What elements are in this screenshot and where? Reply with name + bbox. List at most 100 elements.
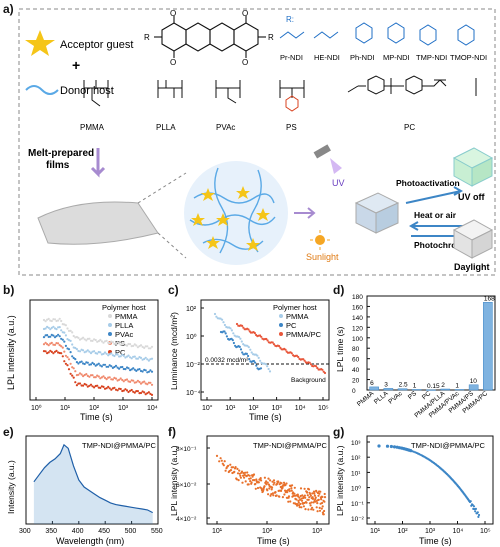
chart-c-point [271,341,274,344]
chart-f-point [219,457,222,460]
chart-d-value-label: 2 [441,382,445,389]
chart-f-point [299,498,302,501]
polymer-plla: PLLA [156,123,176,132]
chart-f-point [259,477,262,480]
chart-b-point [83,338,86,341]
chart-g-ytick-label: 10² [351,455,361,462]
chart-b-point [108,364,111,367]
chart-b-point [113,354,116,358]
chart-b-point [139,382,143,385]
chart-b-point [113,365,116,369]
chart-b-point [132,355,135,358]
chart-b-point [63,360,66,363]
chart-b-point [60,329,63,332]
chart-b-point [88,337,91,340]
chart-c-point [247,354,250,358]
chart-c-point [302,358,305,361]
chart-c-point [268,370,272,373]
chart-d: LPL time (s) 0 20 40 60 80 100 120 140 160 180 6 P… [335,294,496,419]
chart-b-point [83,362,86,366]
chart-f-point [322,513,325,516]
chart-f-point [244,471,247,474]
panel-label-g: g) [333,425,345,439]
chart-c-point [249,348,252,351]
chart-c-point [240,340,243,343]
r-group-he: HE-NDI [314,53,340,62]
chart-f-point [271,492,274,495]
chart-f-point [253,479,256,482]
chart-b-point [52,325,55,328]
chart-b-point [100,365,103,368]
chart-b-point [116,353,119,356]
chart-c-legend-label: PC [286,321,297,330]
chart-f-frame [206,435,330,525]
pr-group-structure [279,31,305,39]
chart-c-xlabel: Time (s) [249,412,282,422]
chart-d-value-label: 3 [384,381,388,388]
chart-f-point [296,493,299,496]
chart-g-xtick-label: 10¹ [370,528,381,535]
chart-f-point [229,463,232,466]
chart-f-ylabel: LPL intensity (a.u.) [169,445,179,516]
chart-b-point [135,381,138,384]
chart-g-point [389,444,393,449]
chart-f-point [244,480,247,483]
chart-f-point [311,496,314,499]
chart-b-point [91,361,94,364]
chart-c-point [247,346,250,349]
chart-b-point [107,365,110,368]
chart-f-point [243,476,246,479]
chart-f-point [305,501,308,504]
chart-b-point [96,374,99,377]
chart-f-xtick-label: 10² [262,528,273,535]
chart-b-point [91,385,94,388]
chart-g-ytick-label: 10⁻¹ [351,501,365,508]
chart-f-point [277,480,280,483]
chart-d-category-label: PLLA [373,390,390,406]
chart-d-category-label: PMMA [356,390,376,408]
melt-prepared-label-1: Melt-prepared [28,148,94,159]
chart-b-point [122,380,125,383]
chart-f-point [314,496,317,499]
chart-b-point [143,346,146,349]
chart-f-point [320,498,323,501]
chart-f-point [303,501,306,505]
chart-c-legend-label: PMMA/PC [286,330,322,339]
chart-f-point [298,506,301,509]
r-group-tmp: TMP-NDI [416,53,447,62]
r-group-pr: Pr-NDI [280,53,303,62]
chart-f-point [283,493,286,496]
chart-f-point [318,492,321,495]
chart-f-point [275,494,278,497]
chart-b-point [136,379,139,382]
chart-g-ylabel: LPL intensity (a.u.) [335,445,345,516]
chart-c-point [230,329,233,332]
chart-b-point [147,359,150,362]
chart-b-legend-marker [108,314,112,318]
uv-off-label: UV off [458,192,485,202]
chart-f-point [288,488,291,491]
chart-f-point [316,510,319,513]
acceptor-guest-label: Acceptor guest [60,39,133,51]
chart-f-point [227,464,230,467]
chart-b-point [129,356,132,359]
chart-b-point [80,373,83,376]
chart-b-frame [29,299,159,401]
chart-f-point [235,478,238,481]
ndi-core-structure [154,16,266,58]
chart-b-point [74,346,77,350]
chart-b-point [42,350,46,353]
chart-b-point [130,357,133,360]
chart-b-point [107,385,110,388]
chart-f-point [248,474,251,477]
chart-g-point [474,507,477,510]
chart-e-xtick-label: 300 [19,528,31,535]
chart-b-point [133,355,136,358]
chart-b-point [78,382,82,385]
tmp-group-structure [419,24,437,46]
chart-b-point [86,374,89,377]
chart-b-point [85,339,88,342]
chart-b-point [136,390,139,393]
ph-group-structure [355,22,373,44]
chart-b-point [82,349,85,352]
